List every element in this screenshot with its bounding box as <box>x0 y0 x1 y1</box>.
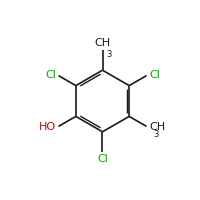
Text: Cl: Cl <box>149 70 160 80</box>
Text: 3: 3 <box>106 50 111 59</box>
Text: Cl: Cl <box>45 70 56 80</box>
Text: 3: 3 <box>153 130 158 139</box>
Text: CH: CH <box>94 38 111 48</box>
Text: Cl: Cl <box>97 154 108 164</box>
Text: HO: HO <box>39 122 56 132</box>
Text: CH: CH <box>149 122 165 132</box>
